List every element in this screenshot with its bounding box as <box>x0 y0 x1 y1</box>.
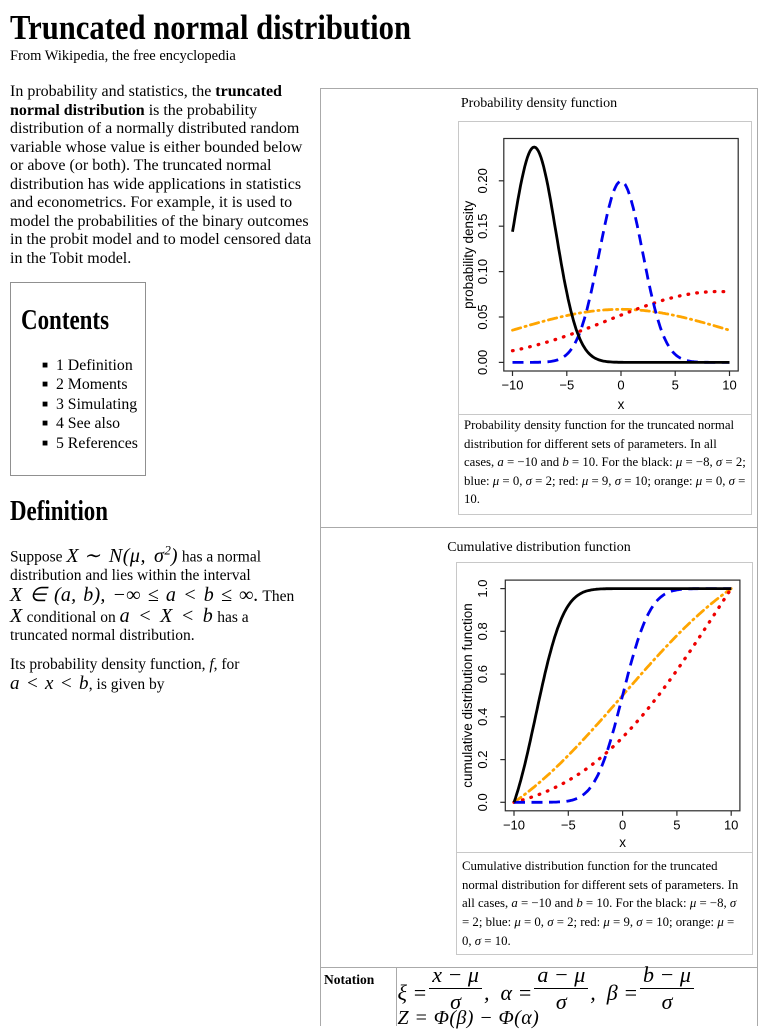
svg-text:−5: −5 <box>561 817 576 832</box>
svg-text:0.4: 0.4 <box>475 708 490 726</box>
svg-text:0.15: 0.15 <box>475 214 490 239</box>
svg-text:0.0: 0.0 <box>475 793 490 811</box>
svg-text:x: x <box>618 397 625 412</box>
svg-text:10: 10 <box>724 817 738 832</box>
svg-text:5: 5 <box>672 378 679 393</box>
svg-text:x: x <box>619 835 626 850</box>
svg-text:0.2: 0.2 <box>475 751 490 769</box>
svg-text:10: 10 <box>722 378 736 393</box>
svg-text:0.10: 0.10 <box>475 259 490 284</box>
svg-text:probability density: probability density <box>461 201 476 309</box>
svg-text:0: 0 <box>617 378 624 393</box>
svg-text:cumulative distribution functi: cumulative distribution function <box>460 603 475 788</box>
svg-text:−10: −10 <box>501 378 523 393</box>
svg-text:0.8: 0.8 <box>475 622 490 640</box>
svg-text:−10: −10 <box>503 817 525 832</box>
svg-text:0: 0 <box>619 817 626 832</box>
svg-text:0.20: 0.20 <box>475 168 490 193</box>
svg-text:0.00: 0.00 <box>475 350 490 375</box>
svg-text:0.6: 0.6 <box>475 665 490 683</box>
svg-text:1.0: 1.0 <box>475 580 490 598</box>
svg-text:−5: −5 <box>559 378 574 393</box>
svg-text:5: 5 <box>673 817 680 832</box>
svg-text:0.05: 0.05 <box>475 304 490 329</box>
